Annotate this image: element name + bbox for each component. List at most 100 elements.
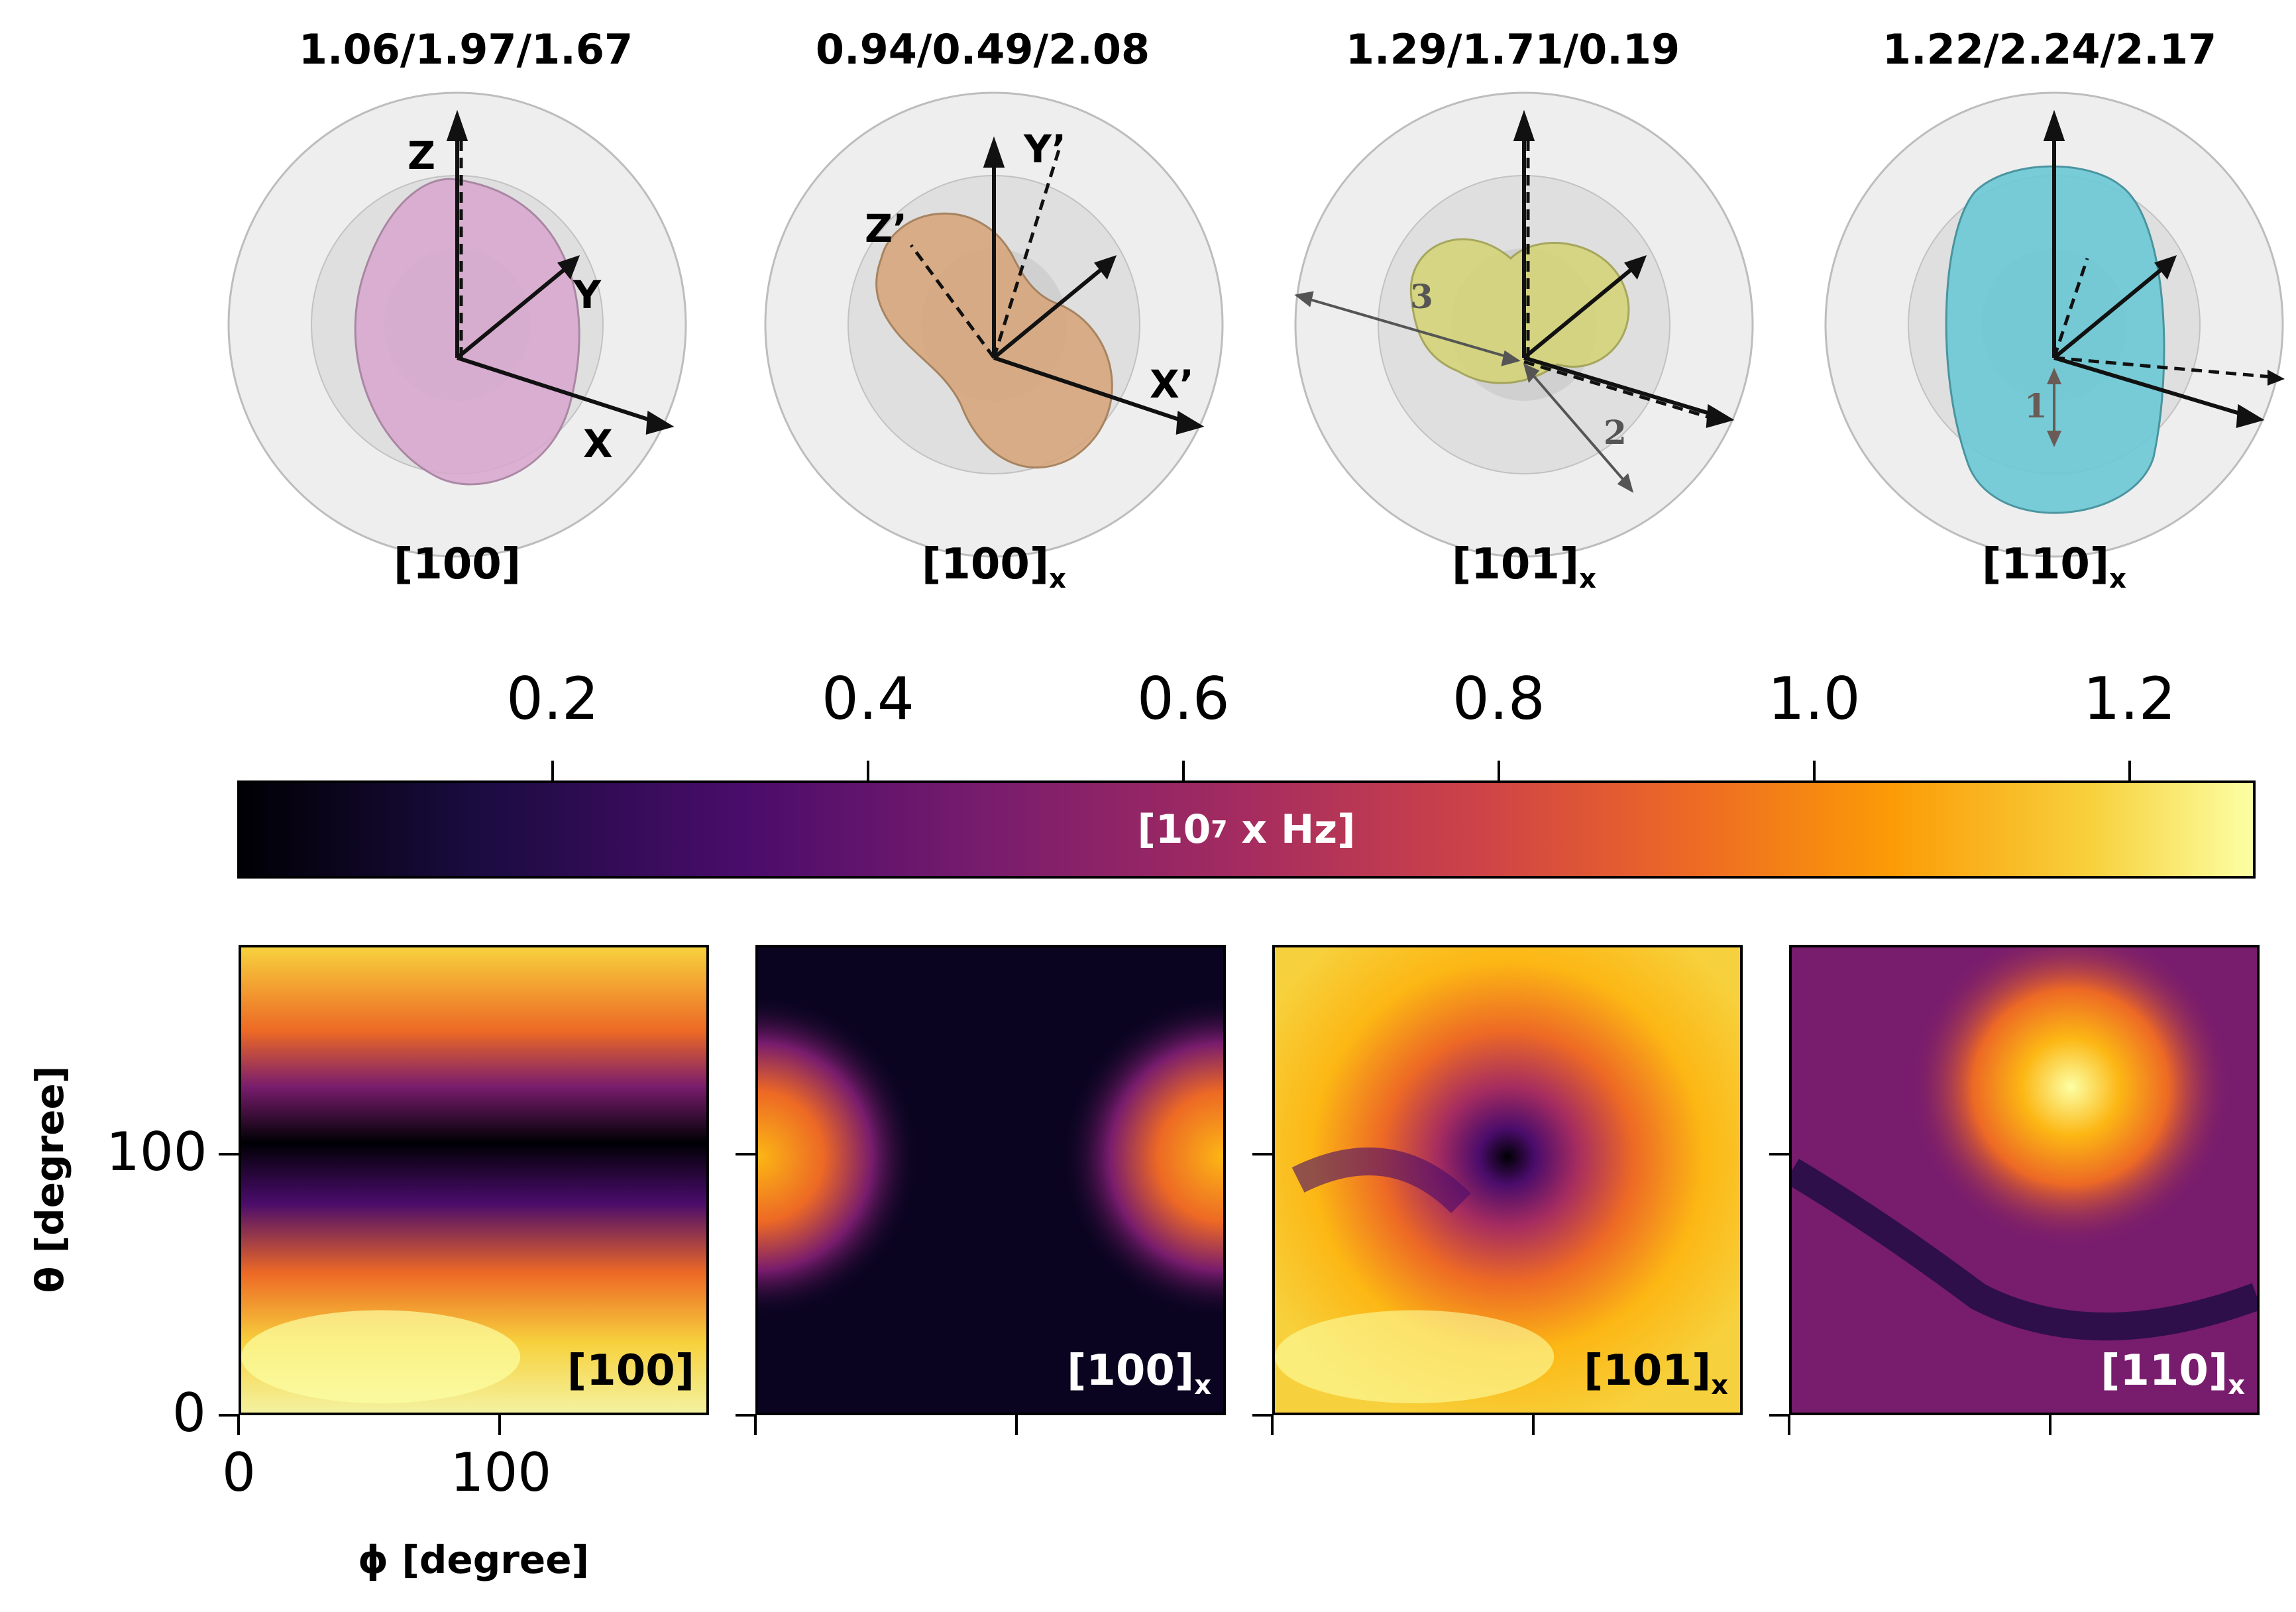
dimension-label-3: 3: [1410, 277, 1433, 316]
y-tick-mark: [1252, 1414, 1272, 1417]
colorbar-tick-label: 1.0: [1767, 665, 1861, 733]
heatmap-image-3: [1275, 947, 1740, 1413]
dimension-line-3: [1305, 297, 1511, 359]
sphere-label-3: [101]x: [1452, 540, 1596, 594]
colorbar-unit-label: [10 7 x Hz]: [1137, 806, 1356, 853]
sphere-title-4: 1.22/2.24/2.17: [1882, 25, 2217, 74]
axis-x: [993, 356, 1193, 426]
axis-y: [2053, 263, 2168, 360]
heatmap-panel-4: [110]x: [1789, 945, 2260, 1415]
colorbar: [10 7 x Hz]: [237, 780, 2256, 879]
axis-y: [1523, 263, 1638, 360]
axis-x-arrow: [1175, 410, 1205, 435]
dimension-arrow-1b: [2046, 431, 2062, 447]
axis-x-dashed: [1523, 360, 1723, 423]
heatmap-label-3: [101]x: [1584, 1346, 1728, 1401]
axis-y-arrow: [1094, 255, 1117, 280]
sphere-diagram-3: 3 2: [1294, 91, 1754, 558]
y-tick-label: 0: [172, 1382, 206, 1444]
y-tick-mark: [1769, 1414, 1789, 1417]
sphere-label-4: [110]x: [1982, 540, 2126, 594]
heatmap-panel-1: [100]: [239, 945, 709, 1415]
axis-y-arrow: [1624, 255, 1647, 280]
heatmap-panel-2: [100]x: [755, 945, 1226, 1415]
axis-x-arrow: [2236, 403, 2265, 429]
colorbar-tick-mark: [866, 761, 869, 780]
axis-label-yp: Y’: [1023, 127, 1066, 172]
colorbar-tick-label: 0.4: [821, 665, 914, 733]
axis-y-arrow: [557, 255, 580, 280]
heatmap-label-4: [110]x: [2101, 1346, 2245, 1401]
sphere-title-2: 0.94/0.49/2.08: [815, 25, 1150, 74]
x-tick-mark: [2049, 1415, 2052, 1435]
x-tick-mark: [237, 1415, 240, 1435]
heatmap-image-1: [241, 947, 706, 1413]
axis-xp-arrow: [2268, 370, 2285, 386]
axis-label-xp: X’: [1150, 362, 1194, 407]
axis-label-x: X: [583, 421, 613, 466]
sphere-diagram-2: Z’ Y’ X’: [764, 91, 1224, 558]
dimension-arrow-3b: [1501, 350, 1521, 366]
colorbar-tick-label: 1.2: [2083, 665, 2176, 733]
axis-y: [993, 263, 1108, 360]
sphere-title-1: 1.06/1.97/1.67: [298, 25, 633, 74]
colorbar-tick-mark: [1497, 761, 1500, 780]
colorbar-tick-label: 0.6: [1136, 665, 1230, 733]
heatmap-panel-3: [101]x: [1272, 945, 1743, 1415]
dimension-arrow-2b: [1617, 473, 1634, 494]
heatmap-label-2: [100]x: [1067, 1346, 1211, 1401]
y-tick-mark: [219, 1414, 239, 1417]
axis-label-z: Z: [408, 133, 435, 178]
y-tick-mark: [736, 1414, 755, 1417]
sphere-diagram-1: Z Y X: [227, 91, 687, 558]
axis-label-zp: Z’: [865, 206, 907, 251]
x-tick-label: 0: [222, 1442, 256, 1503]
x-axis-title: ϕ [degree]: [358, 1537, 590, 1582]
dimension-label-2: 2: [1604, 413, 1627, 452]
axis-zp-dashed: [909, 244, 996, 359]
y-tick-mark: [1769, 1152, 1789, 1155]
y-tick-mark: [736, 1152, 755, 1155]
dimension-arrow-3a: [1294, 291, 1314, 307]
colorbar-tick-label: 0.8: [1452, 665, 1545, 733]
dimension-arrow-1a: [2046, 368, 2062, 384]
axis-y: [456, 263, 571, 360]
axis-yp-dashed: [2052, 258, 2089, 358]
y-tick-label: 100: [106, 1120, 207, 1183]
x-tick-mark: [1788, 1415, 1790, 1435]
dimension-label-1: 1: [2024, 386, 2048, 425]
sphere-label-1: [100]: [393, 540, 521, 589]
heatmap-image-4: [1792, 947, 2257, 1413]
colorbar-tick-mark: [2128, 761, 2131, 780]
sphere-diagram-4: 1: [1824, 91, 2285, 558]
y-tick-mark: [219, 1152, 239, 1155]
axis-label-y: Y: [573, 272, 602, 317]
axis-x: [2053, 356, 2254, 419]
x-tick-label: 100: [450, 1442, 552, 1503]
heatmap-label-1: [100]: [567, 1346, 694, 1395]
colorbar-tick-mark: [551, 761, 554, 780]
axis-y-arrow: [2154, 255, 2177, 280]
axis-yp-dashed: [992, 145, 1062, 358]
y-axis-title: θ [degree]: [27, 1065, 72, 1293]
heatmap-image-2: [758, 947, 1223, 1413]
dimension-line-2: [1528, 370, 1628, 485]
colorbar-tick-label: 0.2: [506, 665, 599, 733]
y-tick-mark: [1252, 1152, 1272, 1155]
x-tick-mark: [1015, 1415, 1018, 1435]
dimension-arrow-2a: [1523, 363, 1540, 384]
x-tick-mark: [1532, 1415, 1535, 1435]
axis-x-arrow: [645, 410, 675, 435]
axis-x: [1523, 356, 1723, 419]
axis-z-arrow: [2043, 109, 2065, 141]
axis-xp-dashed: [2053, 356, 2280, 380]
colorbar-tick-mark: [1812, 761, 1816, 780]
sphere-label-2: [100]x: [922, 540, 1066, 594]
axis-x: [457, 356, 663, 426]
x-tick-mark: [498, 1415, 502, 1435]
axis-z-arrow: [983, 136, 1005, 168]
shape-surface: [1409, 238, 1630, 384]
colorbar-tick-mark: [1181, 761, 1185, 780]
sphere-title-3: 1.29/1.71/0.19: [1345, 25, 1680, 74]
x-tick-mark: [754, 1415, 757, 1435]
